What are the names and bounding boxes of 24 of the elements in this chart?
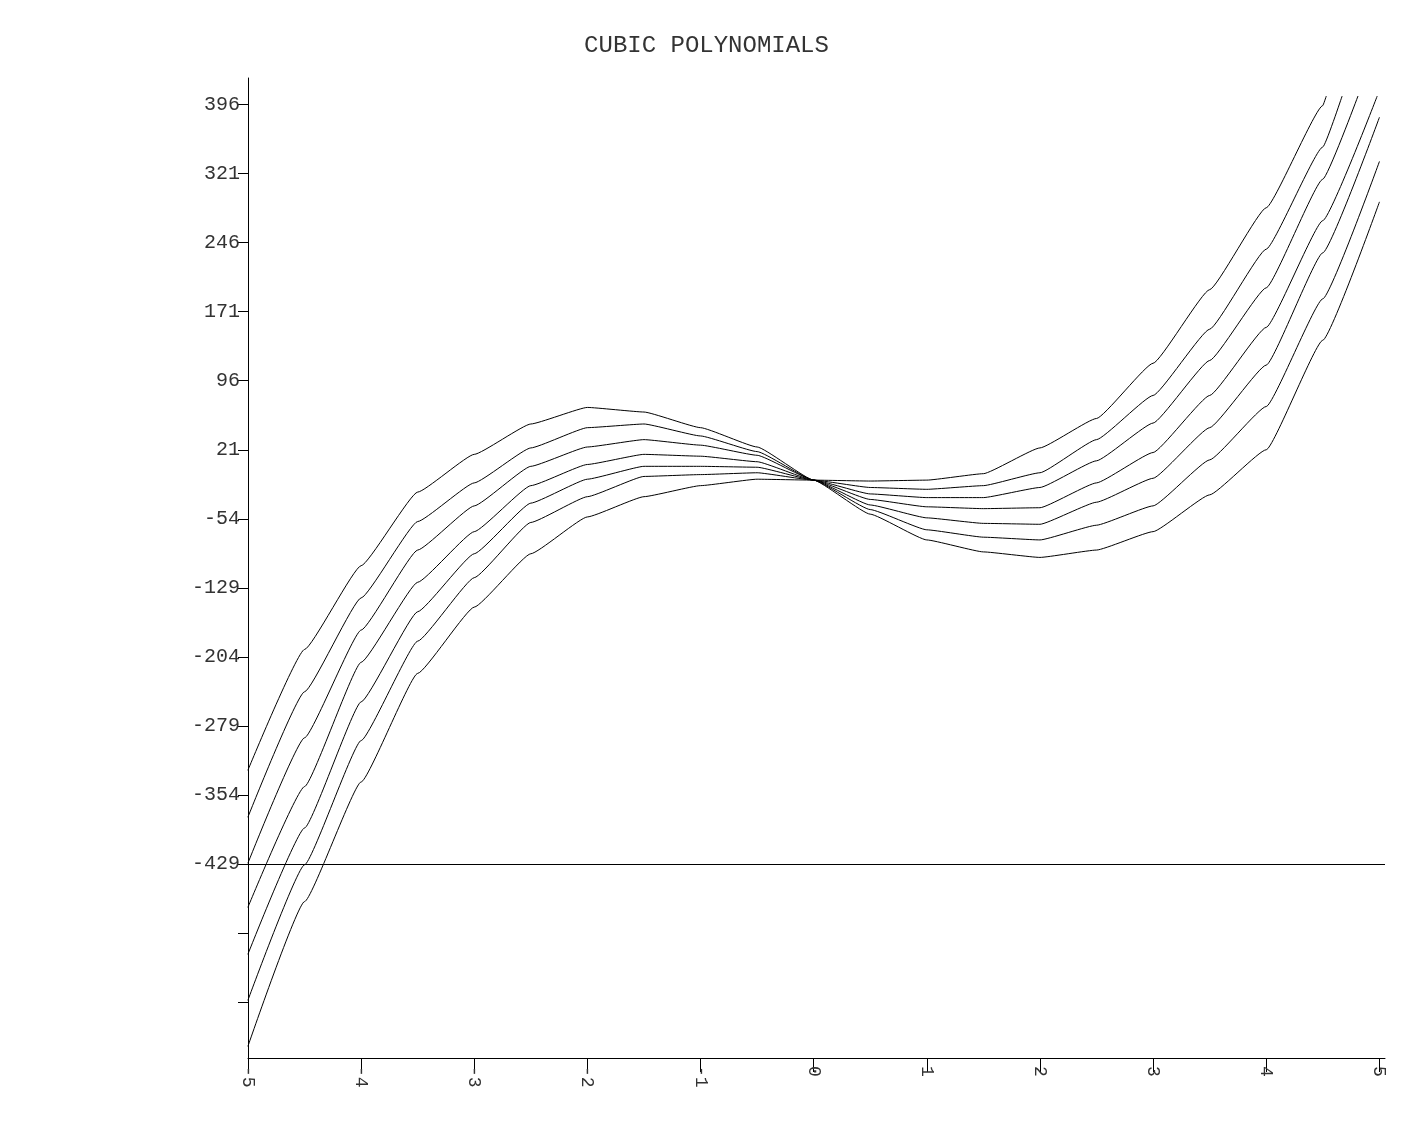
x-tick-label: -4 xyxy=(351,1066,372,1088)
x-tick-label: -5 xyxy=(238,1066,258,1088)
y-tick-label: 96 xyxy=(215,369,240,393)
chart-title: CUBIC POLYNOMIALS xyxy=(584,31,829,59)
y-tick-label: -279 xyxy=(191,714,240,738)
y-tick-label: 321 xyxy=(203,162,240,186)
y-tick-label: 21 xyxy=(215,438,240,462)
x-tick-label: -3 xyxy=(464,1066,485,1088)
x-tick-label: 1 xyxy=(916,1066,937,1077)
y-tick-label: -429 xyxy=(191,852,240,876)
x-tick-label: -2 xyxy=(577,1066,598,1088)
y-tick-label: 396 xyxy=(203,93,240,117)
y-tick-label: 246 xyxy=(203,231,240,255)
x-tick-label: 0 xyxy=(803,1066,824,1077)
x-tick-label: 4 xyxy=(1256,1066,1277,1077)
x-tick-label: 3 xyxy=(1143,1066,1164,1077)
y-tick-label: -54 xyxy=(203,507,240,531)
x-tick-label: -1 xyxy=(690,1066,711,1088)
y-tick-label: 171 xyxy=(203,300,240,324)
y-tick-label: -204 xyxy=(191,645,240,669)
x-tick-label: 2 xyxy=(1029,1066,1050,1077)
y-tick-label: -354 xyxy=(191,783,240,807)
y-tick-label: -129 xyxy=(191,576,240,600)
x-tick-label: 5 xyxy=(1369,1066,1390,1077)
